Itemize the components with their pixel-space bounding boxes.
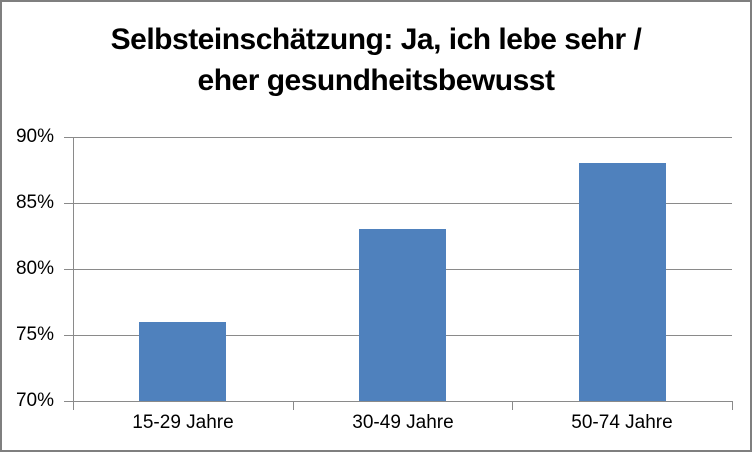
bar-15-29-jahre xyxy=(139,322,226,401)
y-axis-tick-label: 75% xyxy=(15,324,54,345)
x-axis-line xyxy=(73,401,733,402)
y-axis-tick-label: 85% xyxy=(15,192,54,213)
bar-50-74-jahre xyxy=(579,163,666,401)
y-axis-tick xyxy=(64,401,73,402)
gridline xyxy=(73,203,732,204)
y-axis-tick xyxy=(64,137,73,138)
y-axis-tick-label: 80% xyxy=(15,258,54,279)
bar-30-49-jahre xyxy=(359,229,446,401)
x-axis-tick xyxy=(73,402,74,410)
x-category-label: 15-29 Jahre xyxy=(132,412,234,433)
gridline xyxy=(73,137,732,138)
y-axis-tick xyxy=(64,269,73,270)
y-axis-tick xyxy=(64,335,73,336)
chart-title: Selbsteinschätzung: Ja, ich lebe sehr / … xyxy=(2,19,750,101)
x-axis-tick xyxy=(732,402,733,410)
x-category-label: 50-74 Jahre xyxy=(571,412,673,433)
chart-title-line-2: eher gesundheitsbewusst xyxy=(197,64,555,97)
x-axis-tick xyxy=(512,402,513,410)
x-category-label: 30-49 Jahre xyxy=(352,412,454,433)
y-axis-tick xyxy=(64,203,73,204)
y-axis-line xyxy=(73,137,74,402)
y-axis-tick-label: 70% xyxy=(15,390,54,411)
y-axis-tick-label: 90% xyxy=(15,126,54,147)
chart-title-line-1: Selbsteinschätzung: Ja, ich lebe sehr / xyxy=(110,23,642,56)
x-axis-tick xyxy=(293,402,294,410)
